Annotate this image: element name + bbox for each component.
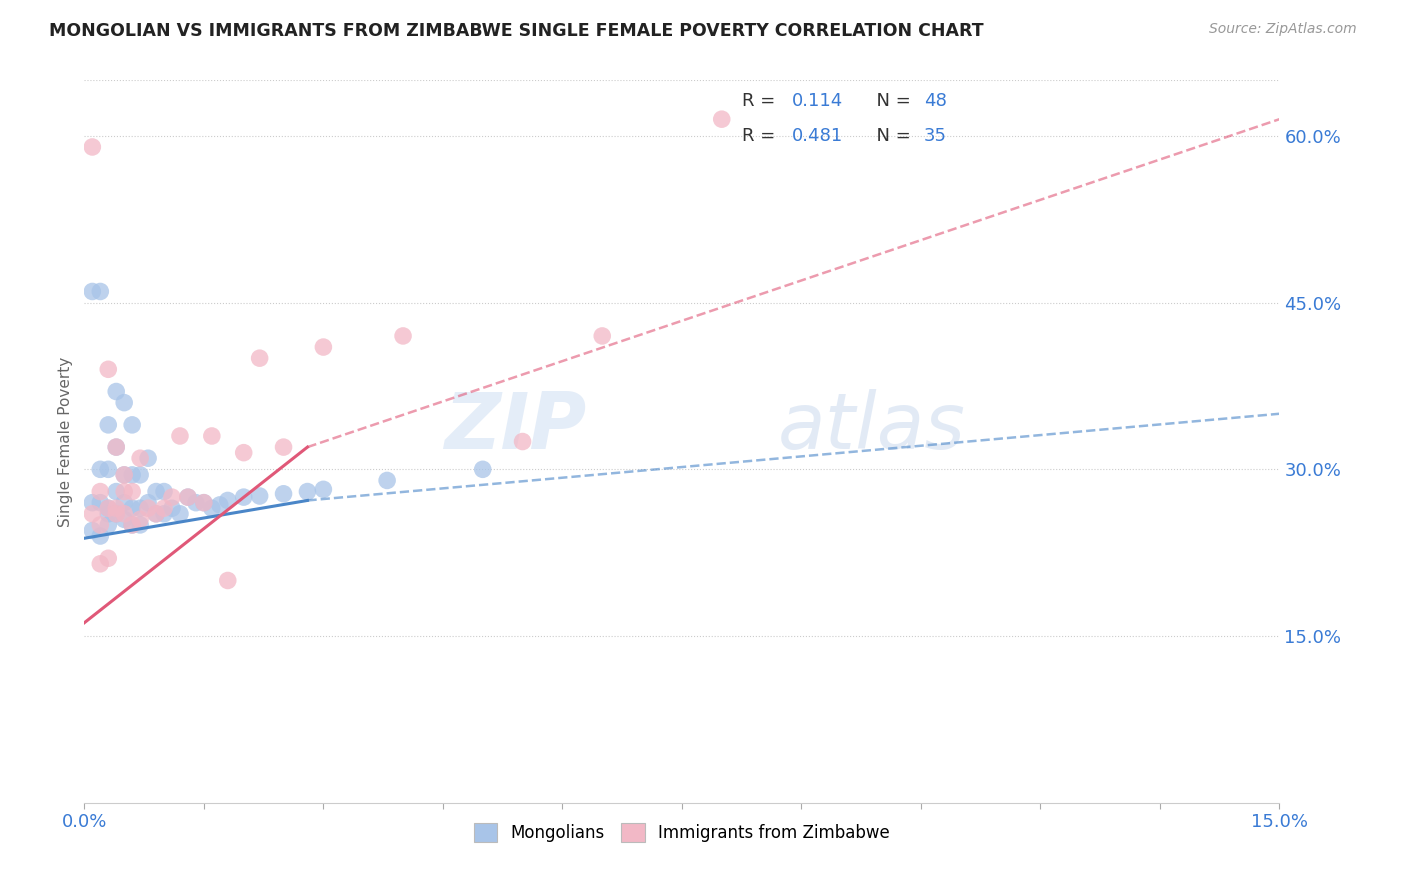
Point bbox=[208, 498, 231, 512]
Point bbox=[177, 490, 200, 504]
Point bbox=[129, 501, 152, 516]
Point bbox=[201, 501, 224, 516]
Point bbox=[121, 501, 143, 516]
Point bbox=[82, 507, 104, 521]
Point bbox=[249, 489, 271, 503]
Point bbox=[145, 507, 167, 521]
Point bbox=[82, 140, 104, 154]
Point bbox=[105, 484, 128, 499]
Point bbox=[105, 384, 128, 399]
Text: MONGOLIAN VS IMMIGRANTS FROM ZIMBABWE SINGLE FEMALE POVERTY CORRELATION CHART: MONGOLIAN VS IMMIGRANTS FROM ZIMBABWE SI… bbox=[49, 22, 984, 40]
Point bbox=[217, 574, 239, 588]
Point bbox=[136, 501, 159, 516]
Point bbox=[591, 329, 613, 343]
Point bbox=[89, 462, 111, 476]
Point bbox=[112, 496, 135, 510]
Point bbox=[177, 490, 200, 504]
Legend: Mongolians, Immigrants from Zimbabwe: Mongolians, Immigrants from Zimbabwe bbox=[467, 816, 897, 848]
Point bbox=[105, 440, 128, 454]
Point bbox=[97, 551, 120, 566]
Point bbox=[169, 429, 191, 443]
Point bbox=[129, 451, 152, 466]
Point bbox=[112, 395, 135, 409]
Point bbox=[121, 417, 143, 432]
Point bbox=[153, 501, 176, 516]
Text: atlas: atlas bbox=[778, 389, 966, 465]
Point bbox=[193, 496, 215, 510]
Point bbox=[89, 529, 111, 543]
Text: N =: N = bbox=[865, 128, 917, 145]
Text: R =: R = bbox=[742, 128, 782, 145]
Point bbox=[136, 496, 159, 510]
Point bbox=[232, 490, 254, 504]
Point bbox=[105, 501, 128, 516]
Point bbox=[112, 467, 135, 482]
Text: 35: 35 bbox=[924, 128, 946, 145]
Point bbox=[82, 496, 104, 510]
Point bbox=[82, 285, 104, 299]
Y-axis label: Single Female Poverty: Single Female Poverty bbox=[58, 357, 73, 526]
Point bbox=[136, 451, 159, 466]
Point bbox=[112, 507, 135, 521]
Text: Source: ZipAtlas.com: Source: ZipAtlas.com bbox=[1209, 22, 1357, 37]
Point bbox=[129, 512, 152, 526]
Point bbox=[249, 351, 271, 366]
Point bbox=[105, 440, 128, 454]
Point bbox=[312, 340, 335, 354]
Point bbox=[121, 517, 143, 532]
Point bbox=[145, 484, 167, 499]
Point bbox=[201, 429, 224, 443]
Point bbox=[97, 462, 120, 476]
Text: ZIP: ZIP bbox=[444, 389, 586, 465]
Point bbox=[710, 112, 733, 127]
Point bbox=[375, 474, 398, 488]
Text: R =: R = bbox=[742, 92, 782, 110]
Point bbox=[392, 329, 415, 343]
Point bbox=[89, 285, 111, 299]
Point bbox=[312, 483, 335, 497]
Point bbox=[97, 501, 120, 516]
Point bbox=[97, 417, 120, 432]
Point bbox=[89, 517, 111, 532]
Point bbox=[297, 484, 319, 499]
Point bbox=[89, 484, 111, 499]
Point bbox=[129, 467, 152, 482]
Text: N =: N = bbox=[865, 92, 917, 110]
Point bbox=[153, 484, 176, 499]
Point bbox=[184, 496, 207, 510]
Point bbox=[145, 507, 167, 521]
Point bbox=[121, 484, 143, 499]
Point bbox=[105, 507, 128, 521]
Point bbox=[112, 484, 135, 499]
Point bbox=[193, 496, 215, 510]
Text: 48: 48 bbox=[924, 92, 946, 110]
Point bbox=[273, 440, 295, 454]
Point bbox=[97, 362, 120, 376]
Point bbox=[105, 507, 128, 521]
Point bbox=[160, 490, 183, 504]
Point bbox=[82, 524, 104, 538]
Point bbox=[153, 507, 176, 521]
Point bbox=[89, 557, 111, 571]
Point bbox=[232, 445, 254, 459]
Point bbox=[112, 467, 135, 482]
Point bbox=[97, 501, 120, 516]
Text: 0.114: 0.114 bbox=[792, 92, 842, 110]
Point bbox=[169, 507, 191, 521]
Point bbox=[97, 507, 120, 521]
Point bbox=[112, 512, 135, 526]
Point bbox=[160, 501, 183, 516]
Point bbox=[217, 493, 239, 508]
Point bbox=[121, 467, 143, 482]
Point bbox=[273, 487, 295, 501]
Point bbox=[89, 496, 111, 510]
Point bbox=[512, 434, 534, 449]
Point bbox=[129, 517, 152, 532]
Point bbox=[471, 462, 494, 476]
Text: 0.481: 0.481 bbox=[792, 128, 842, 145]
Point bbox=[121, 517, 143, 532]
Point bbox=[97, 517, 120, 532]
